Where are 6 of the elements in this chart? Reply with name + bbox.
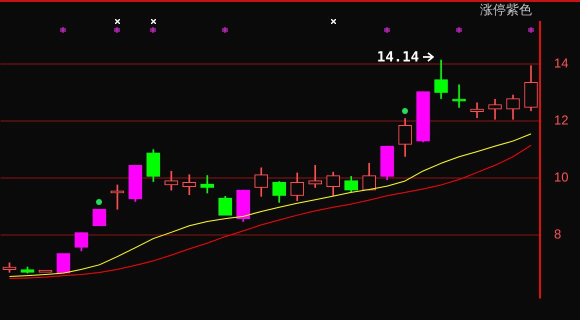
chart-title: 涨停紫色 <box>480 2 532 19</box>
y-tick-label: 10 <box>554 170 568 185</box>
y-tick-label: 12 <box>554 112 568 128</box>
y-tick-label: 14 <box>554 56 568 71</box>
y-tick-label: 8 <box>554 226 562 242</box>
annotation: 14.14 <box>376 50 420 66</box>
